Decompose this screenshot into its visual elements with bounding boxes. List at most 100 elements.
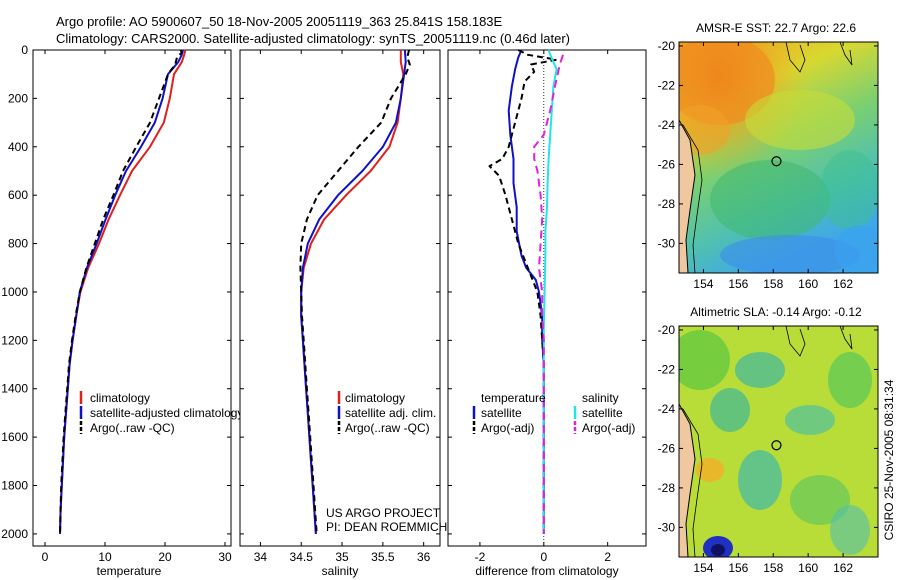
sst-green-patch	[710, 160, 830, 240]
lat-tick-label: -28	[658, 481, 676, 495]
sla-reef-contour	[839, 326, 853, 350]
x-tick-label: 20	[158, 550, 172, 564]
lon-tick-label: 162	[833, 561, 853, 575]
sst-map-field	[679, 42, 878, 273]
salinity-plot-frame	[239, 49, 441, 547]
difference-axis-label: difference from climatology	[475, 564, 618, 578]
sst-land-coast	[679, 119, 696, 273]
sst-reef-contour	[839, 42, 853, 66]
x-tick-label: 36	[417, 550, 431, 564]
salinity-panel: 34 34.5 35 35.5 36 salinity climatology sate…	[239, 49, 447, 578]
series-line-satellite-adjusted-climatology	[59, 49, 184, 534]
depth-tick-label: 400	[8, 140, 28, 154]
lat-tick-label: -28	[658, 197, 676, 211]
title-line-1: Argo profile: AO 5900607_50 18-Nov-2005 …	[56, 14, 503, 29]
x-tick-label: -2	[475, 550, 486, 564]
salinity-x-axis: 34 34.5 35 35.5 36	[254, 50, 431, 564]
series-line-salinity-satellite	[542, 49, 558, 534]
lat-tick-label: -22	[658, 362, 676, 376]
x-tick-label: 30	[218, 550, 232, 564]
lat-tick-label: -26	[658, 157, 676, 171]
timestamp-stamp: CSIRO 25-Nov-2005 08:31:34	[882, 379, 896, 540]
difference-x-axis: -2 0 2	[475, 50, 611, 564]
legend-label-satellite-adj: satellite adj. clim.	[345, 406, 436, 420]
depth-tick-label: 600	[8, 188, 28, 202]
difference-depth-ticks	[448, 49, 646, 535]
sst-warm-patch	[679, 105, 730, 155]
x-tick-label: 34	[254, 550, 268, 564]
sst-map-frame	[678, 41, 879, 274]
sst-map-axes: 154 156 158 160 162 -20 -22 -24 -26 -28 -30	[658, 39, 878, 291]
legend-header-temperature: temperature	[481, 391, 546, 405]
x-tick-label: 0	[540, 550, 547, 564]
salinity-depth-ticks	[240, 49, 440, 535]
sst-green-patch	[820, 150, 878, 230]
depth-tick-label: 1200	[1, 333, 28, 347]
project-note-line-1: US ARGO PROJECT	[326, 506, 441, 520]
sla-map-panel: Altimetric SLA: -0.14 Argo: -0.12 154 156…	[658, 305, 879, 575]
sla-green-patch	[828, 352, 872, 408]
sla-teal-patch	[785, 405, 835, 435]
legend-label-temp-satellite: satellite	[481, 406, 522, 420]
lon-tick-label: 156	[728, 561, 748, 575]
temperature-plot-frame	[32, 49, 232, 547]
sst-cool-patch	[835, 225, 878, 273]
legend-label-argo: Argo(..raw -QC)	[90, 421, 175, 435]
sla-yellow-patch	[696, 458, 724, 482]
salinity-profiles	[299, 49, 411, 534]
lon-tick-label: 162	[833, 277, 853, 291]
difference-plot-frame	[447, 49, 647, 547]
x-tick-label: 35	[335, 550, 349, 564]
legend-label-climatology: climatology	[345, 391, 405, 405]
sst-shelf-contour	[682, 124, 703, 273]
series-line-salinity-argo-adj-	[533, 54, 564, 534]
lat-tick-label: -30	[658, 520, 676, 534]
sla-green-patch	[679, 330, 730, 390]
sla-shelf-contour	[682, 408, 703, 557]
sla-green-patch	[790, 475, 850, 525]
sla-reef-contour	[785, 326, 806, 357]
depth-tick-label: 1400	[1, 382, 28, 396]
difference-panel: -2 0 2 difference from climatology tempera…	[447, 49, 647, 578]
sst-warm-patch	[679, 42, 775, 125]
temperature-x-axis: 0 10 20 30	[42, 50, 232, 564]
lon-tick-label: 160	[798, 561, 818, 575]
lon-tick-label: 156	[728, 277, 748, 291]
sla-teal-patch	[830, 505, 870, 555]
sla-teal-patch	[738, 450, 782, 510]
x-tick-label: 2	[604, 550, 611, 564]
series-line-argo-raw-qc-	[299, 49, 411, 534]
sla-map-field	[679, 326, 878, 557]
temperature-panel: 0 200 400 600 800 1000 1200 1400 1600 1800 2000 0 1…	[1, 43, 243, 578]
salinity-legend: climatology satellite adj. clim. Argo(..…	[337, 391, 436, 435]
legend-label-temp-argo: Argo(-adj)	[481, 421, 534, 435]
depth-tick-label: 1000	[1, 285, 28, 299]
temperature-axis-label: temperature	[97, 564, 162, 578]
lat-tick-label: -26	[658, 441, 676, 455]
legend-label-satellite-adjusted: satellite-adjusted climatology	[90, 406, 243, 420]
series-line-temperature-satellite	[507, 49, 545, 534]
title-line-2: Climatology: CARS2000. Satellite-adjuste…	[56, 31, 570, 46]
x-tick-label: 10	[98, 550, 112, 564]
project-note-line-2: PI: DEAN ROEMMICH	[326, 520, 447, 534]
sst-map-title: AMSR-E SST: 22.7 Argo: 22.6	[696, 21, 856, 35]
legend-label-climatology: climatology	[90, 391, 150, 405]
x-tick-label: 0	[42, 550, 49, 564]
lat-tick-label: -20	[658, 323, 676, 337]
lat-tick-label: -30	[658, 236, 676, 250]
difference-legend: temperature salinity satellite Argo(-adj…	[472, 391, 635, 435]
legend-label-argo: Argo(..raw -QC)	[345, 421, 430, 435]
lon-tick-label: 158	[763, 277, 783, 291]
lat-tick-label: -24	[658, 118, 676, 132]
sst-cool-patch	[720, 235, 860, 273]
series-line-argo-raw-qc-	[59, 49, 183, 534]
sla-map-axes: 154 156 158 160 162 -20 -22 -24 -26 -28 -30	[658, 323, 878, 575]
temperature-profiles	[59, 49, 187, 534]
sla-map-title: Altimetric SLA: -0.14 Argo: -0.12	[690, 305, 862, 319]
depth-tick-label: 1800	[1, 479, 28, 493]
lon-tick-label: 154	[693, 561, 713, 575]
sst-mid-patch	[745, 90, 855, 150]
sla-teal-patch	[710, 388, 750, 432]
difference-profiles	[488, 49, 564, 534]
depth-tick-label: 200	[8, 91, 28, 105]
